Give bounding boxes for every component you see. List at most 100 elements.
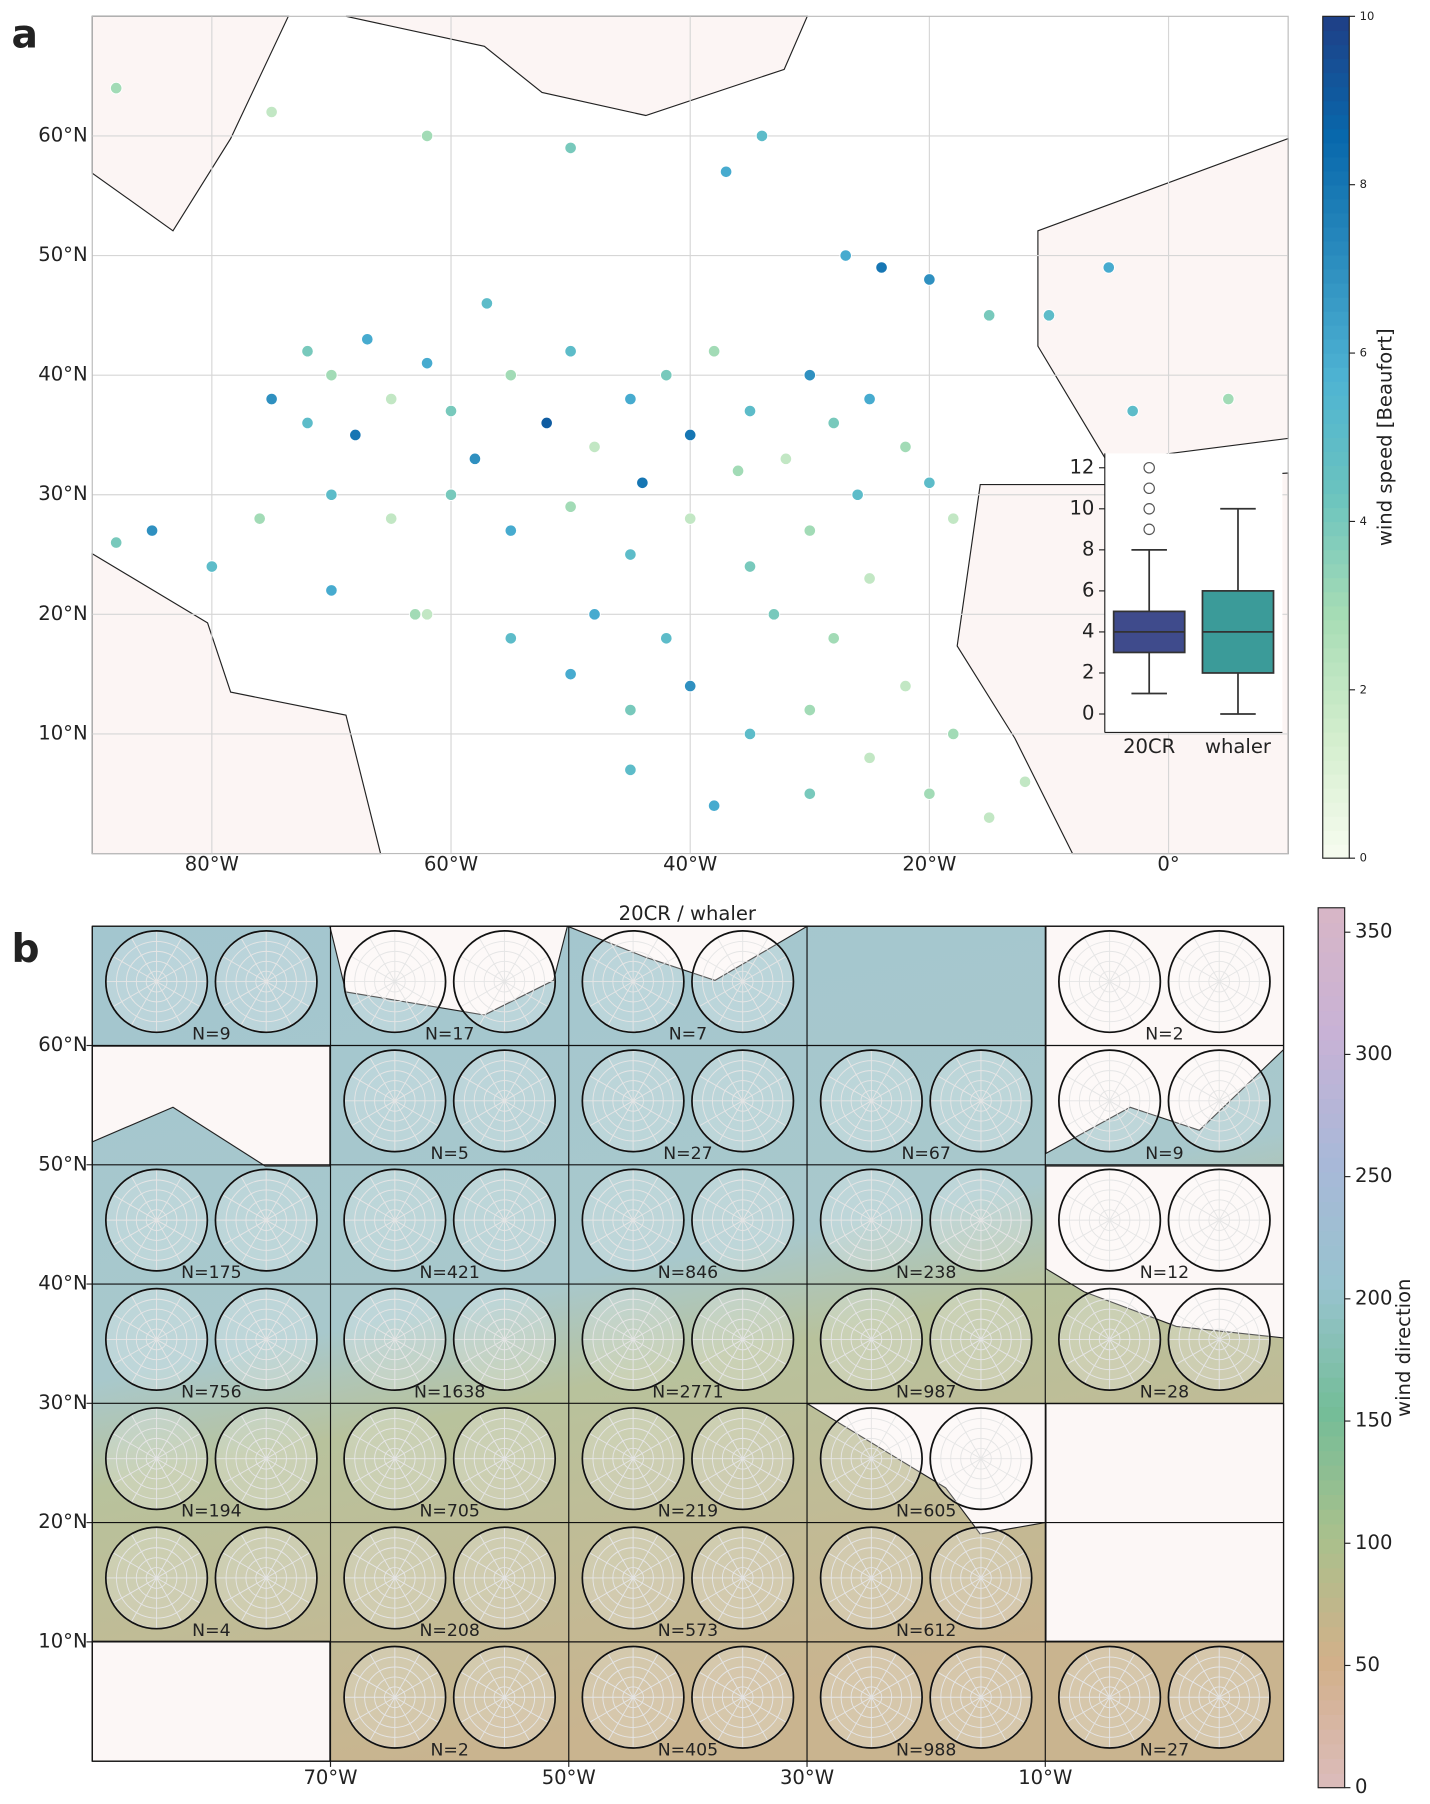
colorbar-step: [1322, 268, 1350, 284]
cell-count: N=2: [430, 1740, 468, 1760]
cell-count: N=5: [430, 1144, 468, 1164]
wind-point: [588, 440, 601, 454]
cell-count: N=605: [896, 1502, 956, 1522]
wind-point: [1222, 392, 1235, 406]
y-tick-label: 6: [1082, 578, 1094, 601]
rose-spoke: [1176, 1672, 1263, 1723]
colorbar-step: [1322, 310, 1350, 326]
rose-frame: [214, 1526, 318, 1630]
rose-spoke: [828, 1552, 915, 1604]
colorbar-step: [1318, 1655, 1345, 1672]
rose-frame: [452, 1526, 557, 1630]
colorbar-step: [1318, 1347, 1345, 1364]
rose-spoke: [589, 1672, 677, 1723]
wind-point: [827, 416, 840, 430]
wind-point: [827, 632, 840, 645]
wind-point: [899, 679, 912, 693]
wind-point: [504, 524, 518, 537]
rose-frame: [1058, 1049, 1162, 1153]
rose-spoke: [1066, 1075, 1153, 1127]
colorbar-tick-label: 2: [1360, 682, 1367, 696]
rose-spoke: [223, 1433, 310, 1484]
wind-point: [349, 428, 362, 442]
rose-spoke: [1066, 1194, 1153, 1246]
colorbar-step: [1322, 788, 1350, 803]
land: [91, 15, 1289, 855]
rose-frame: [343, 1168, 447, 1272]
colorbar-tick-label: 0: [1360, 851, 1367, 865]
colorbar-step: [1322, 717, 1350, 733]
rose-frame: [581, 1526, 685, 1630]
wind-point: [265, 392, 278, 406]
wind-point: [947, 512, 960, 525]
colorbar-step: [1318, 1406, 1345, 1422]
rose-spoke: [351, 1194, 439, 1246]
colorbar-step: [1318, 1743, 1345, 1760]
rose-spoke: [699, 956, 786, 1007]
rose-frame: [104, 1287, 209, 1392]
wind-point: [923, 273, 936, 286]
colorbar-step: [1322, 465, 1350, 481]
rose-spoke: [937, 1672, 1025, 1723]
rose-frame: [214, 1407, 318, 1511]
y-tick-label: 40°N: [38, 363, 87, 386]
colorbar-step: [1318, 1714, 1345, 1730]
rose-frame: [1167, 1049, 1271, 1153]
colorbar-step: [1322, 521, 1350, 537]
rose-frame: [1058, 929, 1162, 1034]
rose-frame: [691, 1645, 795, 1749]
colorbar-label: wind direction: [1392, 1279, 1415, 1417]
rose-frame: [929, 1287, 1033, 1392]
wind-point: [325, 584, 338, 597]
rose-frame: [929, 1049, 1033, 1153]
rose-spoke: [223, 1314, 310, 1365]
cell-count: N=17: [425, 1025, 474, 1045]
wind-point: [420, 129, 434, 143]
x-tick-label: 70°W: [303, 1766, 357, 1789]
wind-point: [564, 344, 577, 358]
rose-frame: [819, 1049, 923, 1153]
wind-point: [1126, 404, 1139, 418]
rose-spoke: [1066, 1672, 1153, 1723]
cell-count: N=573: [658, 1621, 718, 1641]
rose-spoke: [351, 1552, 439, 1604]
rose-spoke: [1176, 956, 1263, 1007]
colorbar-step: [1322, 282, 1350, 298]
colorbar-step: [1322, 535, 1350, 551]
wind-point: [923, 787, 936, 800]
y-tick-label: 30°N: [38, 1391, 87, 1414]
y-tick-label: 60°N: [38, 123, 87, 146]
y-tick-label: 4: [1082, 619, 1094, 642]
y-tick-label: 8: [1082, 537, 1094, 560]
colorbar-step: [1318, 1729, 1345, 1745]
cell-count: N=7: [669, 1025, 707, 1045]
wind-point: [265, 105, 278, 119]
colorbar-step: [1318, 1318, 1345, 1334]
colorbar-tick-label: 350: [1355, 920, 1392, 943]
cell-count: N=12: [1140, 1263, 1189, 1283]
colorbar-tick-label: 6: [1360, 346, 1367, 360]
rose-frame: [581, 1645, 685, 1749]
colorbar-step: [1318, 1538, 1345, 1554]
rose-spoke: [828, 1433, 915, 1484]
colorbar-step: [1318, 1142, 1345, 1158]
wind-point: [899, 440, 912, 454]
rose-spoke: [699, 1433, 786, 1484]
rose-spoke: [113, 1194, 200, 1246]
wind-point: [480, 297, 494, 310]
wind-point: [444, 488, 458, 501]
colorbar-step: [1318, 995, 1345, 1012]
colorbar-step: [1318, 1773, 1345, 1789]
rose-frame: [691, 1168, 795, 1272]
rose-frame: [104, 929, 209, 1034]
colorbar-step: [1322, 16, 1350, 32]
rose-spoke: [351, 956, 439, 1007]
rose-frame: [581, 1407, 685, 1511]
rose-frame: [819, 1287, 923, 1392]
colorbar-step: [1318, 1523, 1345, 1540]
y-tick-label: 2: [1082, 660, 1094, 683]
colorbar-frame: [1317, 907, 1346, 1789]
wind-point: [743, 404, 757, 418]
cell-count: N=4: [192, 1621, 230, 1641]
wind-point: [408, 608, 422, 621]
